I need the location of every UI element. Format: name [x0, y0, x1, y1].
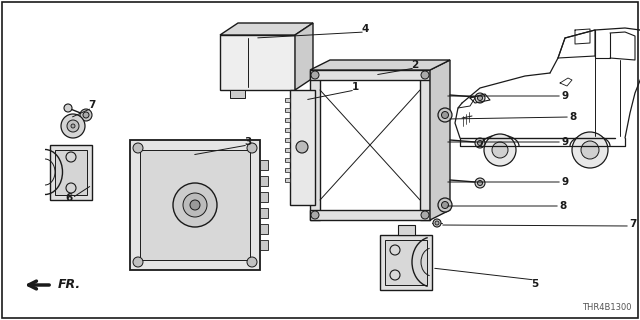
Polygon shape — [230, 90, 245, 98]
Circle shape — [190, 200, 200, 210]
Circle shape — [572, 132, 608, 168]
Text: 7: 7 — [88, 100, 96, 110]
Polygon shape — [380, 235, 432, 290]
Text: 9: 9 — [561, 177, 568, 187]
Polygon shape — [310, 70, 430, 80]
Polygon shape — [55, 150, 87, 195]
Circle shape — [442, 202, 449, 209]
Circle shape — [61, 114, 85, 138]
Polygon shape — [295, 23, 313, 90]
Circle shape — [311, 211, 319, 219]
Polygon shape — [260, 224, 268, 234]
Polygon shape — [290, 90, 315, 205]
Text: 3: 3 — [244, 137, 252, 147]
Polygon shape — [50, 145, 92, 200]
Polygon shape — [130, 140, 260, 270]
Polygon shape — [420, 70, 430, 220]
Circle shape — [133, 257, 143, 267]
Text: 1: 1 — [351, 82, 358, 92]
Circle shape — [247, 257, 257, 267]
Circle shape — [475, 93, 485, 103]
Polygon shape — [285, 128, 290, 132]
Polygon shape — [398, 225, 415, 235]
Text: 8: 8 — [570, 112, 577, 122]
Polygon shape — [285, 108, 290, 112]
Polygon shape — [385, 240, 427, 285]
Circle shape — [581, 141, 599, 159]
Circle shape — [492, 142, 508, 158]
Polygon shape — [285, 168, 290, 172]
Circle shape — [173, 183, 217, 227]
Circle shape — [83, 112, 89, 118]
Circle shape — [442, 111, 449, 118]
Circle shape — [183, 193, 207, 217]
Polygon shape — [220, 35, 295, 90]
Polygon shape — [310, 60, 450, 70]
Circle shape — [484, 134, 516, 166]
Polygon shape — [430, 60, 450, 220]
Text: FR.: FR. — [58, 278, 81, 292]
Polygon shape — [260, 240, 268, 250]
Text: 4: 4 — [362, 24, 369, 34]
Circle shape — [64, 104, 72, 112]
Polygon shape — [140, 150, 250, 260]
Circle shape — [247, 143, 257, 153]
Circle shape — [421, 71, 429, 79]
Circle shape — [80, 109, 92, 121]
Circle shape — [477, 180, 483, 186]
Circle shape — [435, 221, 439, 225]
Text: 6: 6 — [65, 193, 72, 203]
Text: THR4B1300: THR4B1300 — [582, 303, 632, 312]
Circle shape — [475, 138, 485, 148]
Circle shape — [438, 198, 452, 212]
Polygon shape — [220, 23, 313, 35]
Circle shape — [421, 211, 429, 219]
Text: 9: 9 — [561, 91, 568, 101]
Polygon shape — [285, 178, 290, 182]
Polygon shape — [285, 148, 290, 152]
Text: 8: 8 — [559, 201, 566, 211]
Text: 9: 9 — [561, 137, 568, 147]
Polygon shape — [285, 118, 290, 122]
Polygon shape — [260, 176, 268, 186]
Circle shape — [67, 120, 79, 132]
Polygon shape — [285, 138, 290, 142]
Polygon shape — [285, 98, 290, 102]
Text: 7: 7 — [629, 219, 637, 229]
Polygon shape — [285, 158, 290, 162]
Text: 2: 2 — [412, 60, 419, 70]
Polygon shape — [260, 208, 268, 218]
Circle shape — [296, 141, 308, 153]
Polygon shape — [310, 70, 320, 220]
Polygon shape — [310, 210, 430, 220]
Circle shape — [433, 219, 441, 227]
Circle shape — [477, 140, 483, 146]
Circle shape — [438, 108, 452, 122]
Circle shape — [477, 95, 483, 100]
Polygon shape — [260, 192, 268, 202]
Polygon shape — [260, 160, 268, 170]
Circle shape — [475, 178, 485, 188]
Circle shape — [71, 124, 75, 128]
Circle shape — [133, 143, 143, 153]
Circle shape — [311, 71, 319, 79]
Text: 5: 5 — [531, 279, 539, 289]
